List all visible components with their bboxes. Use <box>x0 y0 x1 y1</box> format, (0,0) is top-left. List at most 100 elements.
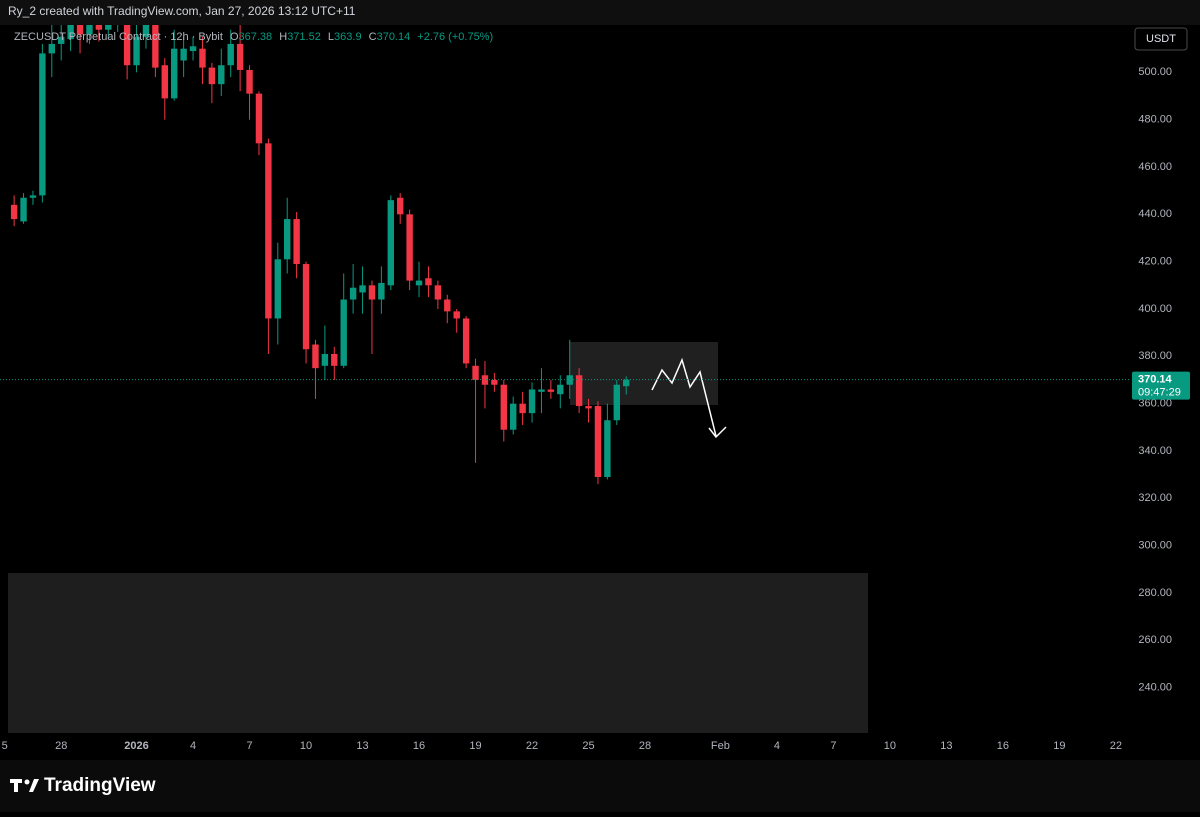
candle-body <box>39 53 46 196</box>
candle-body <box>368 285 376 300</box>
x-tick-label: 19 <box>1053 740 1065 752</box>
x-tick-label: 13 <box>940 740 952 752</box>
candle-body <box>142 25 150 37</box>
x-tick-label: 10 <box>884 740 896 752</box>
candle-body <box>528 389 536 414</box>
candle-body <box>585 406 592 409</box>
header-text: Ry_2 created with TradingView.com, Jan 2… <box>8 4 356 18</box>
candle-body <box>302 264 310 350</box>
candle-body <box>236 43 244 70</box>
price-tag <box>1132 371 1190 400</box>
y-tick-label: 400.00 <box>1138 303 1172 315</box>
legend: ZECUSDT Perpetual Contract · 12h · Bybit… <box>14 31 493 43</box>
y-tick-label: 480.00 <box>1138 114 1172 126</box>
candle-body <box>95 25 103 30</box>
candle-body <box>274 259 281 319</box>
y-tick-label: 280.00 <box>1138 587 1172 599</box>
candle-body <box>519 403 526 414</box>
candle-body <box>255 93 263 144</box>
x-tick-label: 4 <box>190 740 196 752</box>
candle-body <box>397 197 404 215</box>
legend-value: 370.14 <box>377 31 411 43</box>
x-tick-label: 7 <box>246 740 252 752</box>
candle-body <box>557 384 564 395</box>
candle-body <box>510 403 517 430</box>
candle-body <box>189 46 197 52</box>
footer-bar <box>0 760 1200 812</box>
legend-label: C <box>369 31 377 43</box>
candle-body <box>500 384 507 430</box>
candle-body <box>331 353 338 366</box>
legend-value: 363.9 <box>334 31 362 43</box>
candle-body <box>76 25 84 35</box>
footer-logo: TradingView <box>10 775 156 796</box>
y-tick-label: 320.00 <box>1138 492 1172 504</box>
candle-body <box>86 25 93 35</box>
candle-body <box>378 282 385 300</box>
candle-body <box>359 285 366 293</box>
candle-body <box>594 406 602 478</box>
candle-body <box>29 195 37 198</box>
candle-body <box>453 311 460 319</box>
candle-body <box>349 287 357 300</box>
candle-body <box>425 278 432 286</box>
price-tag-countdown: 09:47:29 <box>1138 387 1181 399</box>
candle-body <box>613 384 620 421</box>
candle-body <box>575 375 583 407</box>
x-tick-label: 28 <box>639 740 651 752</box>
candle-body <box>171 48 178 99</box>
legend-value: 371.52 <box>287 31 321 43</box>
candle-body <box>161 65 168 99</box>
candle-body <box>10 204 18 220</box>
candle-body <box>538 389 545 392</box>
x-tick-label: 10 <box>300 740 312 752</box>
button-label[interactable]: USDT <box>1146 33 1176 45</box>
candle-body <box>604 420 611 478</box>
candle-body <box>434 285 442 300</box>
button-frame[interactable] <box>1134 27 1188 51</box>
candle-body <box>623 379 630 387</box>
y-tick-label: 240.00 <box>1138 682 1172 694</box>
y-tick-label: 440.00 <box>1138 208 1172 220</box>
candle-body <box>58 36 65 44</box>
drawing-path <box>651 357 717 437</box>
x-tick-label: 16 <box>413 740 425 752</box>
candle-body <box>472 365 479 380</box>
candle-body <box>133 36 140 66</box>
candle-body <box>284 219 291 260</box>
legend-label: H <box>279 31 287 43</box>
y-tick-label: 300.00 <box>1138 540 1172 552</box>
candle-body <box>312 344 319 369</box>
candle-body <box>105 25 112 30</box>
x-tick-label: 2026 <box>124 740 148 752</box>
candle-body <box>547 389 555 392</box>
x-tick-label: 7 <box>830 740 836 752</box>
candle-body <box>321 353 329 366</box>
logo-text: TradingView <box>44 775 156 796</box>
drawing-box <box>8 573 868 733</box>
candle-body <box>48 43 55 54</box>
candle-body <box>462 318 470 364</box>
candle-body <box>246 69 253 94</box>
currency-button[interactable]: USDT <box>1134 27 1188 51</box>
y-tick-label: 360.00 <box>1138 398 1172 410</box>
plot <box>8 25 868 733</box>
x-tick-label: 22 <box>1110 740 1122 752</box>
x-tick-label: Feb <box>711 740 730 752</box>
candle-body <box>67 25 74 40</box>
candle-body <box>123 25 131 66</box>
x-tick-label: 25 <box>582 740 594 752</box>
candle-body <box>340 299 347 366</box>
x-tick-label: 28 <box>55 740 67 752</box>
x-tick-label: 19 <box>469 740 481 752</box>
x-tick-label: 16 <box>997 740 1009 752</box>
y-tick-label: 460.00 <box>1138 161 1172 173</box>
y-tick-label: 420.00 <box>1138 256 1172 268</box>
x-tick-label: 22 <box>526 740 538 752</box>
y-tick-label: 380.00 <box>1138 350 1172 362</box>
x-tick-label: 5 <box>2 740 8 752</box>
drawing-box <box>570 342 718 405</box>
candle-body <box>293 219 300 265</box>
candle-body <box>227 43 234 66</box>
